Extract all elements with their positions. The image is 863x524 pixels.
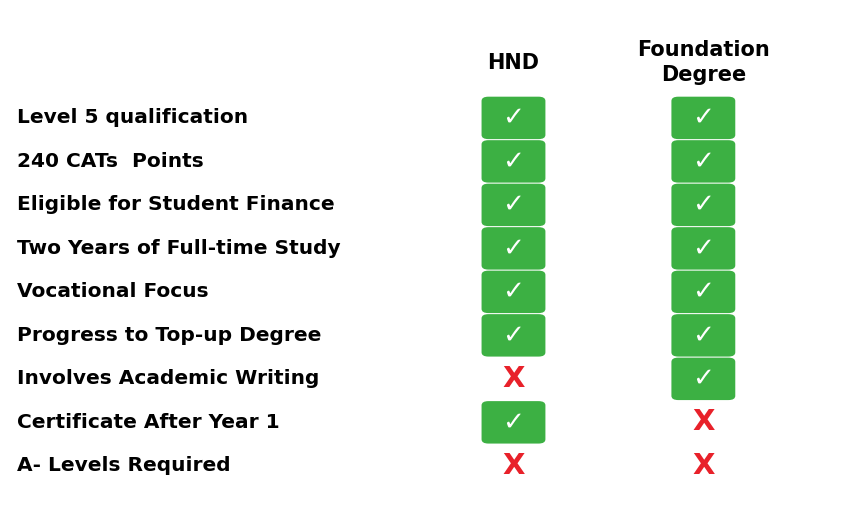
Text: Two Years of Full-time Study: Two Years of Full-time Study xyxy=(17,239,341,258)
Text: ✓: ✓ xyxy=(692,235,715,261)
Text: ✓: ✓ xyxy=(502,192,525,218)
FancyBboxPatch shape xyxy=(482,96,545,139)
FancyBboxPatch shape xyxy=(671,227,735,269)
Text: Certificate After Year 1: Certificate After Year 1 xyxy=(17,413,280,432)
Text: ✓: ✓ xyxy=(692,148,715,174)
Text: ✓: ✓ xyxy=(692,105,715,131)
Text: ✓: ✓ xyxy=(502,409,525,435)
Text: X: X xyxy=(502,365,525,393)
Text: Vocational Focus: Vocational Focus xyxy=(17,282,209,301)
Text: Level 5 qualification: Level 5 qualification xyxy=(17,108,249,127)
Text: Eligible for Student Finance: Eligible for Student Finance xyxy=(17,195,335,214)
FancyBboxPatch shape xyxy=(671,271,735,313)
FancyBboxPatch shape xyxy=(482,314,545,356)
FancyBboxPatch shape xyxy=(671,96,735,139)
FancyBboxPatch shape xyxy=(482,401,545,443)
Text: ✓: ✓ xyxy=(692,366,715,392)
Text: ✓: ✓ xyxy=(502,235,525,261)
Text: Involves Academic Writing: Involves Academic Writing xyxy=(17,369,319,388)
Text: ✓: ✓ xyxy=(692,192,715,218)
Text: 240 CATs  Points: 240 CATs Points xyxy=(17,152,204,171)
Text: ✓: ✓ xyxy=(502,279,525,305)
Text: ✓: ✓ xyxy=(502,105,525,131)
FancyBboxPatch shape xyxy=(671,357,735,400)
Text: HND: HND xyxy=(488,53,539,73)
FancyBboxPatch shape xyxy=(671,140,735,183)
FancyBboxPatch shape xyxy=(482,184,545,226)
Text: ✓: ✓ xyxy=(502,322,525,348)
Text: ✓: ✓ xyxy=(692,322,715,348)
Text: A- Levels Required: A- Levels Required xyxy=(17,456,231,475)
FancyBboxPatch shape xyxy=(482,271,545,313)
FancyBboxPatch shape xyxy=(482,140,545,183)
Text: ✓: ✓ xyxy=(502,148,525,174)
FancyBboxPatch shape xyxy=(671,314,735,356)
Text: X: X xyxy=(692,408,715,436)
Text: ✓: ✓ xyxy=(692,279,715,305)
Text: X: X xyxy=(502,452,525,480)
FancyBboxPatch shape xyxy=(671,184,735,226)
Text: Progress to Top-up Degree: Progress to Top-up Degree xyxy=(17,326,322,345)
FancyBboxPatch shape xyxy=(482,227,545,269)
Text: X: X xyxy=(692,452,715,480)
Text: Foundation
Degree: Foundation Degree xyxy=(637,40,770,85)
